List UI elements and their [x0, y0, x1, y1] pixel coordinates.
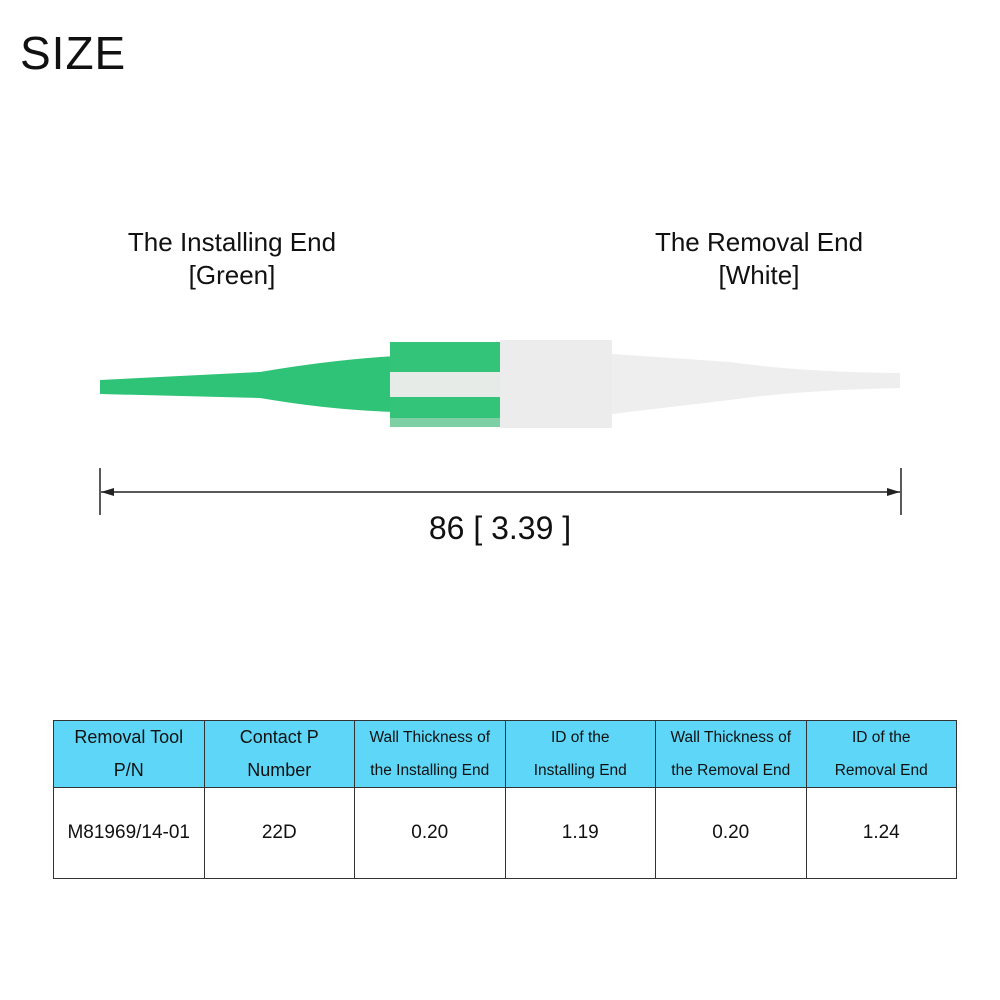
page-title: SIZE [20, 27, 127, 79]
header-wall-installing: Wall Thickness of the Installing End [354, 720, 506, 788]
installing-end-label: The Installing End [Green] [100, 226, 364, 292]
removal-tool-illustration [99, 340, 902, 515]
header-id-installing: ID of the Installing End [504, 720, 656, 788]
cell-contact-number: 22D [203, 787, 355, 879]
header-wall-removal: Wall Thickness of the Removal End [655, 720, 807, 788]
cell-part-number: M81969/14-01 [53, 787, 205, 879]
header-part-number: Removal Tool P/N [53, 720, 205, 788]
table-row: M81969/14-01 22D 0.20 1.19 0.20 1.24 [53, 787, 957, 879]
removal-end-title: The Removal End [654, 227, 864, 257]
removal-end-color: [White] [718, 260, 800, 290]
length-dimension: 86 [ 3.39 ] [428, 510, 572, 546]
spec-table: Removal Tool P/N Contact P Number Wall Thi… [53, 720, 957, 879]
header-contact-number: Contact P Number [203, 720, 355, 788]
removal-end-label: The Removal End [White] [627, 226, 891, 292]
cell-wall-removal: 0.20 [655, 787, 807, 879]
cell-id-removal: 1.24 [805, 787, 957, 879]
cell-id-installing: 1.19 [504, 787, 656, 879]
green-installing-end [100, 342, 502, 427]
table-header-row: Removal Tool P/N Contact P Number Wall Thi… [53, 720, 957, 788]
white-removal-end [500, 340, 900, 428]
installing-end-title: The Installing End [127, 227, 337, 257]
dimension-line [99, 468, 902, 515]
cell-wall-installing: 0.20 [354, 787, 506, 879]
installing-end-color: [Green] [188, 260, 276, 290]
header-id-removal: ID of the Removal End [805, 720, 957, 788]
